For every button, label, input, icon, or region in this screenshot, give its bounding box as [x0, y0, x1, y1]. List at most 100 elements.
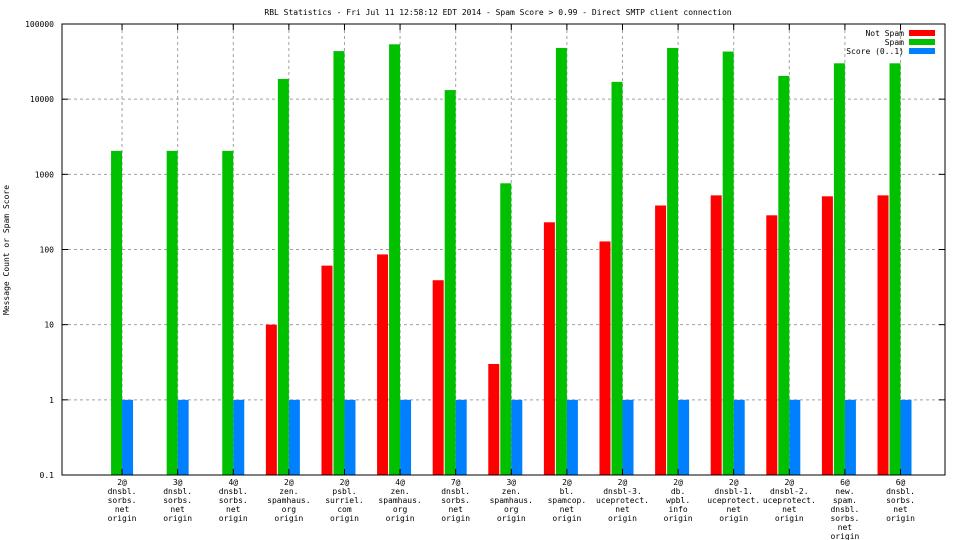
x-tick-label-line: dnsbl. — [108, 487, 137, 496]
bar-not-spam — [655, 205, 667, 476]
y-tick-label: 10 — [44, 321, 54, 330]
bar-score — [288, 399, 300, 475]
x-tick-label-line: 2@ — [673, 478, 683, 487]
x-tick-label-line: psbl. — [332, 487, 356, 496]
x-tick-label-line: sorbs. — [441, 496, 470, 505]
x-tick-label-line: dnsbl-1. — [714, 487, 753, 496]
x-tick-label: 2@ db. wpbl. info origin — [664, 478, 693, 523]
x-tick-label-line: origin — [330, 514, 359, 523]
x-tick-label-line: com — [337, 505, 352, 514]
y-tick-label: 100 — [40, 246, 55, 255]
bar-spam — [389, 44, 401, 475]
x-tick-label: 6@ dnsbl. sorbs. net origin — [886, 478, 915, 523]
x-tick-label: 4@ zen. spamhaus. org origin — [378, 478, 421, 523]
bar-spam — [778, 75, 790, 476]
x-tick-label-line: uceprotect. — [707, 496, 760, 505]
x-tick-label: 2@ dnsbl-3. uceprotect. net origin — [596, 478, 649, 523]
bar-score — [844, 399, 856, 475]
bar-score — [733, 399, 745, 475]
bar-spam — [555, 47, 567, 476]
x-tick-label-line: sorbs. — [108, 496, 137, 505]
bar-spam — [611, 81, 623, 475]
x-tick-label-line: net — [448, 505, 463, 514]
x-tick-label-line: uceprotect. — [763, 496, 816, 505]
x-tick-label-line: net — [893, 505, 908, 514]
bar-score — [455, 399, 467, 475]
x-tick-label-line: net — [726, 505, 741, 514]
x-tick-label-line: net — [782, 505, 797, 514]
bar-not-spam — [377, 254, 389, 475]
bar-score — [566, 399, 578, 475]
x-tick-label-line: net — [226, 505, 241, 514]
x-tick-label-line: sorbs. — [219, 496, 248, 505]
y-tick-label: 0.1 — [40, 471, 55, 480]
x-tick-label-line: spamhaus. — [378, 496, 421, 505]
x-tick-label-line: org — [393, 505, 408, 514]
x-tick-label-line: origin — [441, 514, 470, 523]
x-tick-label-line: spamcop. — [548, 496, 587, 505]
x-tick-label-line: dnsbl. — [163, 487, 192, 496]
x-tick-label-line: surriel. — [325, 496, 364, 505]
bar-spam — [722, 51, 734, 475]
x-tick-label: 2@ dnsbl-2. uceprotect. net origin — [763, 478, 816, 523]
bar-score — [900, 399, 912, 475]
bar-spam — [277, 78, 289, 476]
x-tick-label-line: sorbs. — [830, 514, 859, 523]
bar-spam — [833, 63, 845, 476]
x-tick-label: 6@ new. spam. dnsbl. sorbs. net origin — [830, 478, 859, 540]
y-tick-label: 10000 — [30, 95, 54, 104]
legend-swatch — [909, 48, 935, 54]
bar-not-spam — [432, 280, 444, 475]
x-tick-label-line: dnsbl-2. — [770, 487, 809, 496]
x-tick-label-line: uceprotect. — [596, 496, 649, 505]
x-tick-label: 3@ dnsbl. sorbs. net origin — [163, 478, 192, 523]
x-tick-label-line: 3@ — [173, 478, 183, 487]
bars — [111, 44, 912, 476]
chart-title: RBL Statistics - Fri Jul 11 12:58:12 EDT… — [264, 8, 731, 17]
x-tick-label-line: net — [838, 523, 853, 532]
x-tick-label-line: origin — [386, 514, 415, 523]
x-tick-label-line: info — [668, 505, 687, 514]
x-tick-label-line: 3@ — [506, 478, 516, 487]
legend-swatch — [909, 30, 935, 36]
x-tick-label-line: origin — [664, 514, 693, 523]
x-tick-label-line: 2@ — [340, 478, 350, 487]
x-tick-label-line: 6@ — [896, 478, 906, 487]
legend-label: Spam — [885, 38, 904, 47]
bar-not-spam — [543, 222, 555, 475]
x-tick-label: 2@ bl. spamcop. net origin — [548, 478, 587, 523]
bar-score — [177, 399, 189, 475]
y-axis-ticks: 0.1 1 10 100 1000 10000 100000 — [25, 20, 945, 480]
legend-label: Score (0..1) — [846, 47, 904, 56]
bar-spam — [166, 150, 178, 475]
x-tick-label-line: origin — [886, 514, 915, 523]
x-tick-label: 2@ dnsbl-1. uceprotect. net origin — [707, 478, 760, 523]
x-tick-label-line: origin — [497, 514, 526, 523]
x-tick-label-line: org — [504, 505, 519, 514]
x-tick-label-line: org — [282, 505, 297, 514]
x-tick-label: 7@ dnsbl. sorbs. net origin — [441, 478, 470, 523]
x-tick-label-line: new. — [835, 487, 854, 496]
bar-spam — [500, 183, 512, 475]
x-tick-label-line: origin — [719, 514, 748, 523]
x-tick-label-line: origin — [108, 514, 137, 523]
x-tick-label: 2@ zen. spamhaus. org origin — [267, 478, 310, 523]
bar-spam — [222, 150, 234, 475]
x-tick-label-line: zen. — [390, 487, 409, 496]
x-tick-label-line: bl. — [560, 487, 574, 496]
x-tick-label-line: zen. — [279, 487, 298, 496]
bar-not-spam — [265, 324, 277, 475]
x-tick-label-line: net — [170, 505, 185, 514]
bar-spam — [444, 90, 456, 476]
x-tick-label-line: 2@ — [729, 478, 739, 487]
bar-score — [789, 399, 801, 475]
bar-score — [122, 399, 134, 475]
x-tick-label-line: spamhaus. — [490, 496, 533, 505]
x-tick-label-line: dnsbl. — [441, 487, 470, 496]
x-tick-label: 2@ dnsbl. sorbs. net origin — [108, 478, 137, 523]
bar-spam — [333, 51, 345, 475]
y-tick-label: 1000 — [35, 170, 54, 179]
x-tick-label-line: db. — [671, 487, 685, 496]
bar-not-spam — [877, 195, 889, 475]
